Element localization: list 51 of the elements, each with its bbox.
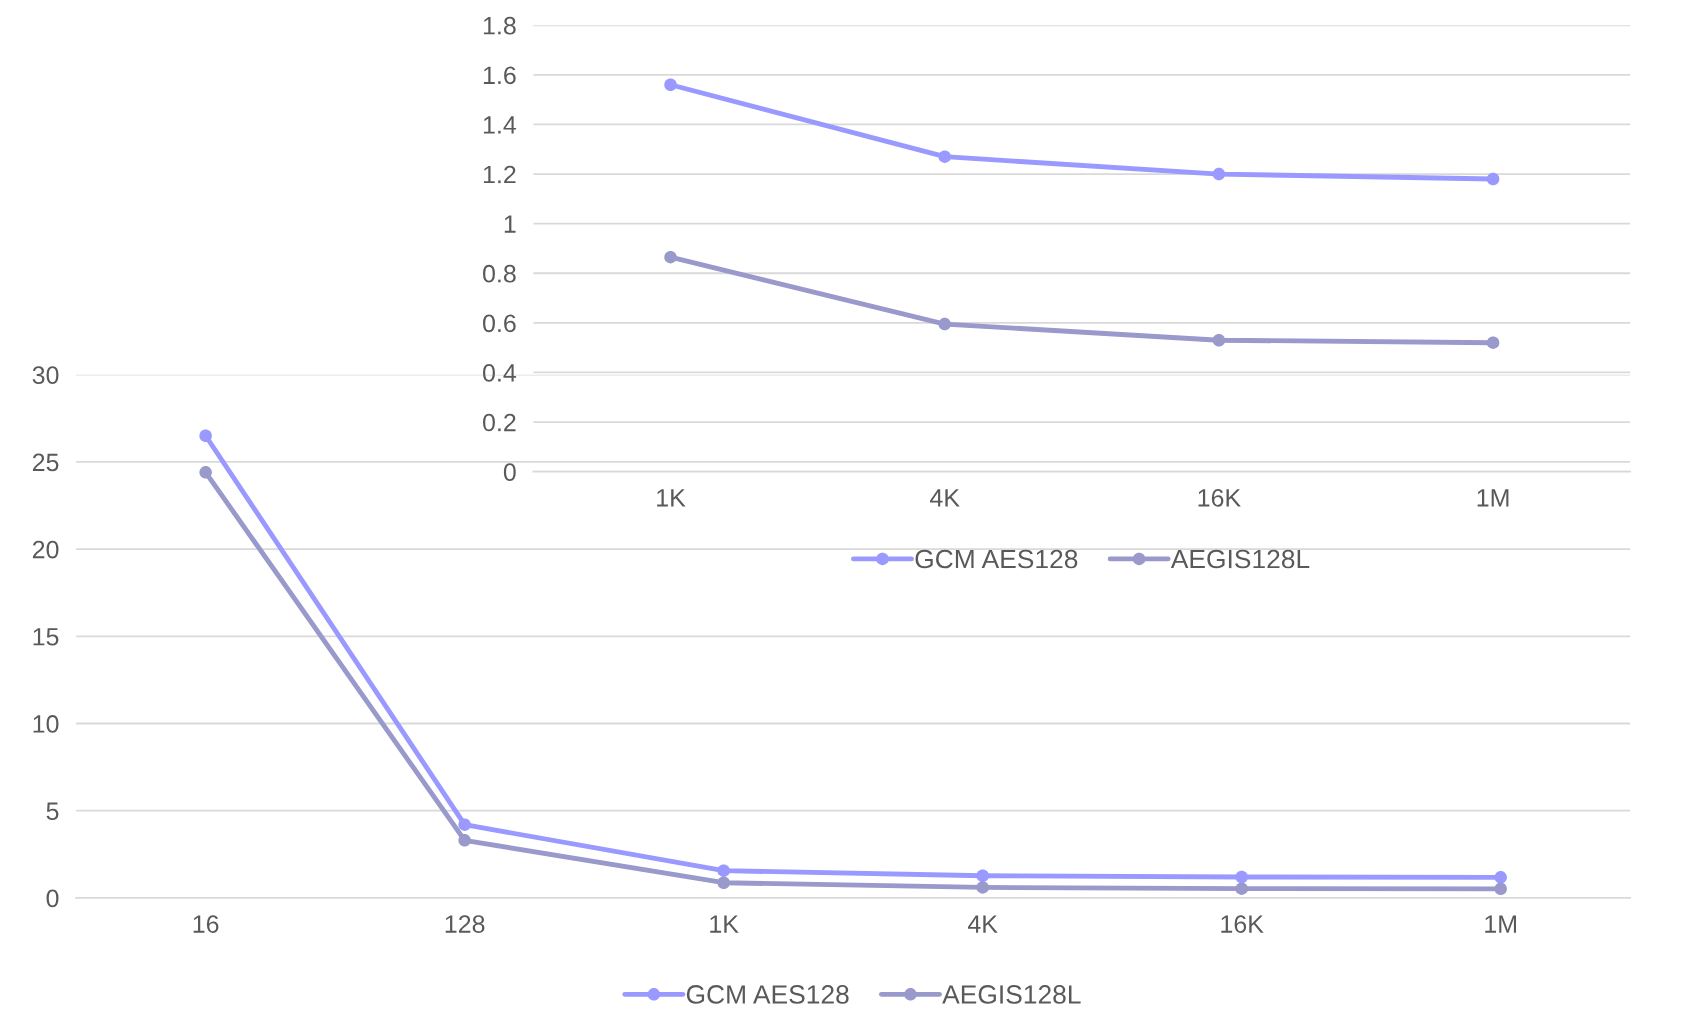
x-tick-label: 1M — [1485, 915, 1516, 933]
point — [1212, 167, 1226, 181]
x-tick-label: 16K — [1221, 915, 1264, 933]
point — [1235, 882, 1248, 895]
x-tick-label: 1K — [710, 915, 739, 933]
y-tick-label: 1.8 — [483, 16, 516, 35]
x-tick-label: 16K — [1198, 489, 1241, 507]
point — [664, 78, 677, 92]
point — [664, 250, 677, 264]
point — [458, 834, 471, 847]
point — [1212, 333, 1226, 347]
y-tick-label: 20 — [32, 540, 59, 559]
point — [976, 869, 989, 882]
legend-label: AEGIS128L — [942, 985, 1081, 1004]
y-tick-label: 0.6 — [483, 314, 516, 333]
point — [1494, 871, 1507, 884]
point — [1494, 882, 1507, 896]
x-tick-label: 4K — [967, 915, 998, 933]
y-tick-label: 15 — [33, 628, 59, 646]
point — [1486, 172, 1500, 186]
y-tick-label: 25 — [32, 453, 59, 472]
point — [938, 150, 951, 163]
x-tick-label: 1K — [657, 489, 686, 507]
y-tick-label: 5 — [46, 802, 59, 820]
y-tick-label: 1.4 — [483, 116, 517, 134]
point — [717, 876, 730, 889]
point — [938, 317, 951, 331]
point — [976, 881, 989, 894]
y-tick-label: 1.2 — [483, 165, 516, 184]
y-tick-label: 0.8 — [483, 264, 516, 283]
x-tick-label: 4K — [930, 489, 960, 507]
y-tick-label: 0.4 — [483, 364, 517, 382]
legend-label: AEGIS128L — [1170, 549, 1310, 569]
y-tick-label: 1 — [504, 215, 516, 233]
point — [1235, 870, 1248, 884]
point — [1486, 336, 1500, 349]
point — [458, 818, 471, 831]
x-tick-label: 128 — [445, 915, 485, 933]
point — [199, 466, 212, 479]
x-tick-label: 1M — [1477, 489, 1509, 507]
y-tick-label: 0 — [46, 889, 59, 908]
y-tick-label: 1.6 — [483, 66, 516, 85]
point — [717, 864, 730, 877]
point — [199, 429, 212, 442]
y-tick-label: 10 — [33, 715, 59, 733]
x-tick-label: 16 — [193, 915, 219, 933]
y-tick-label: 0 — [503, 463, 516, 481]
y-tick-label: 30 — [32, 366, 59, 385]
legend-label: GCM AES128 — [686, 985, 849, 1004]
legend-label: GCM AES128 — [915, 549, 1078, 569]
y-tick-label: 0.2 — [483, 413, 516, 432]
